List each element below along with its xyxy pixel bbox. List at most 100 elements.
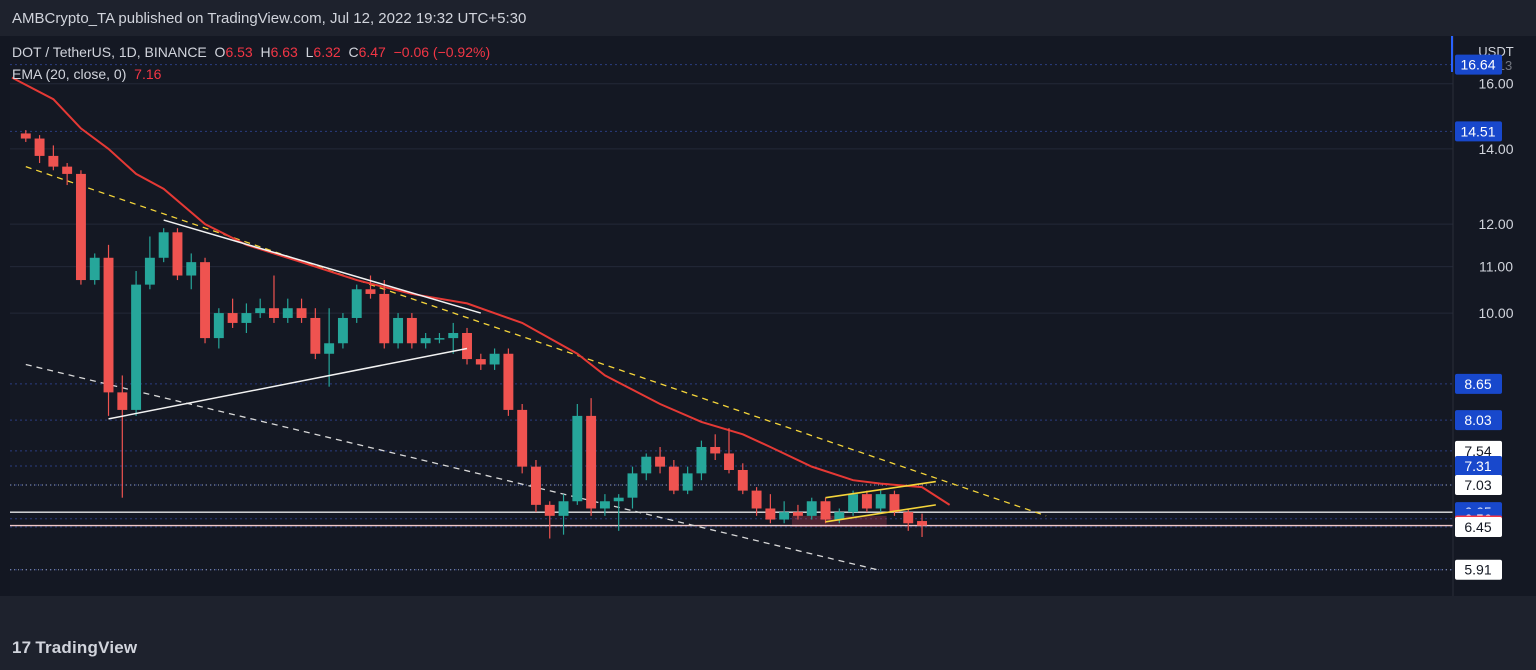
dashed-channel-line xyxy=(25,363,881,572)
candle-body xyxy=(875,494,886,509)
candle-body xyxy=(379,293,390,344)
price-tag xyxy=(1455,475,1502,496)
candle-body xyxy=(186,262,197,276)
candle-body xyxy=(889,494,900,513)
candle-body xyxy=(62,166,73,174)
y-tick-label: 14.00 xyxy=(1478,141,1513,157)
candle-body xyxy=(434,338,445,340)
candle-body xyxy=(710,446,721,454)
candle-body xyxy=(489,353,500,365)
candle-body xyxy=(131,284,142,410)
candle-body xyxy=(641,456,652,474)
y-tick-label: 16.00 xyxy=(1478,76,1513,92)
y-tick-label: 11.00 xyxy=(1479,259,1513,275)
tradingview-brand: TradingView xyxy=(35,638,138,657)
candle-body xyxy=(213,313,224,339)
high-label: H xyxy=(260,44,271,60)
yellow-trendline xyxy=(25,166,1047,517)
candle-body xyxy=(20,133,31,139)
price-tag xyxy=(1455,373,1502,394)
candle-body xyxy=(765,508,776,520)
ema-line xyxy=(11,76,951,506)
y-tick-label: 12.00 xyxy=(1478,216,1513,232)
candle-body xyxy=(296,308,307,318)
candle-body xyxy=(255,308,266,314)
candle-body xyxy=(517,409,528,467)
chart-svg[interactable]: USDT17.1316.0014.0012.0011.0010.0016.641… xyxy=(0,0,1536,596)
low-value: 6.32 xyxy=(313,44,341,60)
publisher-header: AMBCrypto_TA published on TradingView.co… xyxy=(0,0,1536,36)
candle-body xyxy=(172,232,183,276)
candle-body xyxy=(503,353,514,410)
candle-body xyxy=(34,138,45,156)
price-tag-label: 14.51 xyxy=(1460,123,1495,139)
y-tick-label: 10.00 xyxy=(1478,305,1513,321)
candle-body xyxy=(627,473,638,498)
open-value: 6.53 xyxy=(225,44,253,60)
price-tag-label: 7.54 xyxy=(1464,443,1491,459)
candle-body xyxy=(544,504,555,516)
price-tag-label: 16.64 xyxy=(1460,57,1495,73)
candle-body xyxy=(917,521,928,526)
open-label: O xyxy=(214,44,226,60)
triangle-lower-line xyxy=(108,347,468,420)
candle-body xyxy=(324,343,335,354)
candle-body xyxy=(282,308,293,318)
close-label: C xyxy=(348,44,359,60)
candle-body xyxy=(48,155,59,167)
candle-body xyxy=(158,232,169,258)
publisher-text: AMBCrypto_TA published on TradingView.co… xyxy=(12,10,527,27)
tradingview-logo[interactable]: 17 TradingView xyxy=(12,638,137,658)
price-tag xyxy=(1455,410,1502,431)
price-tag-label: 5.91 xyxy=(1464,562,1491,578)
candle-body xyxy=(655,456,666,467)
candle-body xyxy=(806,501,817,516)
footer xyxy=(0,596,1536,670)
price-tag-label: 7.31 xyxy=(1464,458,1491,474)
candle-body xyxy=(420,338,431,344)
candle-body xyxy=(586,415,597,509)
candle-body xyxy=(834,512,845,520)
candle-body xyxy=(103,257,114,393)
candle-body xyxy=(848,494,859,513)
flag-upper-line xyxy=(825,480,936,499)
candle-body xyxy=(448,332,459,339)
high-value: 6.63 xyxy=(270,44,298,60)
candle-body xyxy=(613,497,624,502)
candle-body xyxy=(530,466,541,505)
price-tag xyxy=(1455,54,1502,75)
candle-body xyxy=(365,289,376,294)
candle-body xyxy=(668,466,679,491)
price-tag-label: 8.03 xyxy=(1464,412,1491,428)
candle-body xyxy=(227,313,238,323)
candle-body xyxy=(393,317,404,344)
ema-label[interactable]: EMA (20, close, 0) xyxy=(12,66,127,82)
price-tag-label: 7.03 xyxy=(1464,477,1491,493)
candle-body xyxy=(475,359,486,365)
legend-ema-row: EMA (20, close, 0) 7.16 xyxy=(12,66,161,82)
candle-body xyxy=(89,257,100,281)
price-tag xyxy=(1455,517,1502,538)
price-tag xyxy=(1455,455,1502,476)
close-value: 6.47 xyxy=(358,44,386,60)
candle-body xyxy=(724,453,734,470)
symbol-label[interactable]: DOT / TetherUS, 1D, BINANCE xyxy=(12,44,207,60)
candle-body xyxy=(310,317,321,354)
candle-body xyxy=(779,512,790,520)
candle-body xyxy=(820,501,831,520)
candle-body xyxy=(241,313,252,323)
candle-body xyxy=(572,415,583,502)
change-value: −0.06 (−0.92%) xyxy=(393,44,491,60)
tradingview-mark-icon: 17 xyxy=(12,638,32,657)
low-label: L xyxy=(305,44,314,60)
price-tag xyxy=(1455,559,1502,580)
triangle-upper-line xyxy=(163,219,482,314)
plot-group xyxy=(10,64,1453,572)
candle-body xyxy=(903,512,914,524)
price-tag xyxy=(1455,121,1502,142)
legend-symbol-row: DOT / TetherUS, 1D, BINANCE O6.53 H6.63 … xyxy=(12,44,490,60)
candle-body xyxy=(406,317,417,344)
price-tag-label: 6.45 xyxy=(1464,519,1491,535)
candle-body xyxy=(737,469,748,491)
candle-body xyxy=(751,490,762,509)
